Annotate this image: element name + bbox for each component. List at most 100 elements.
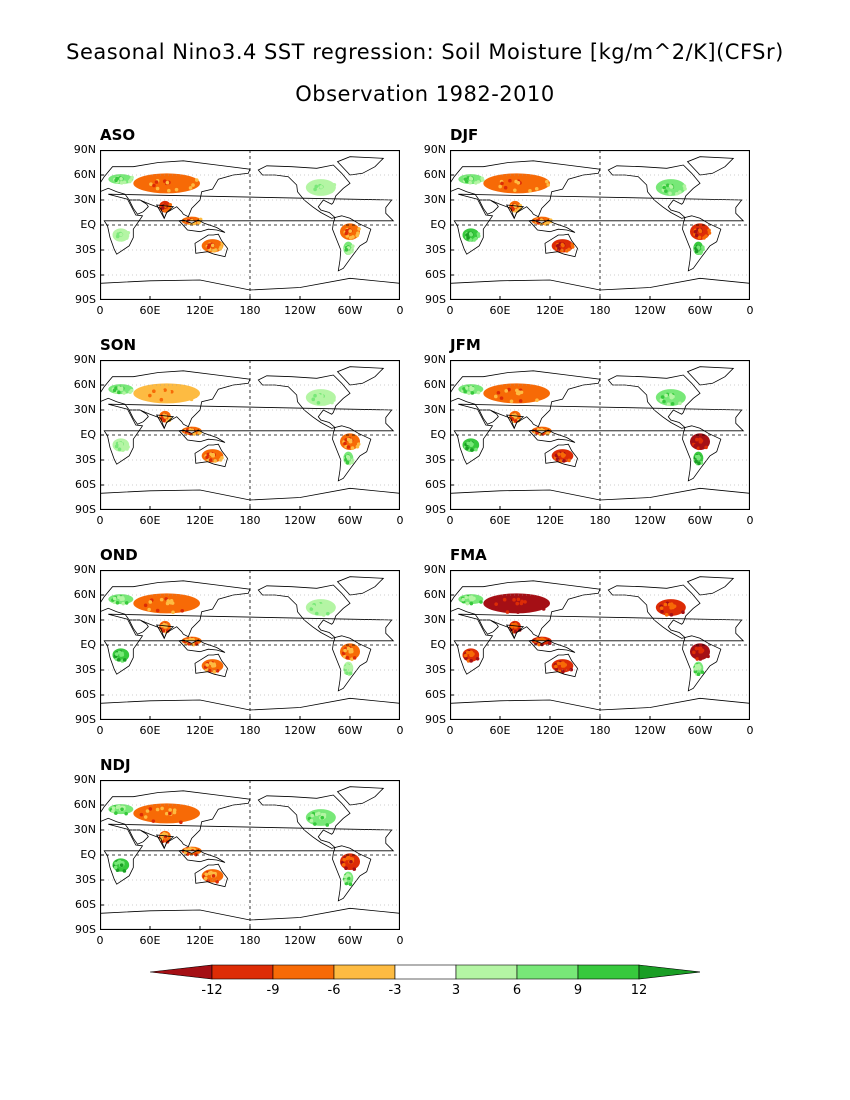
y-tick-label: 30S: [75, 243, 96, 256]
coastline-australia: [544, 233, 578, 258]
y-tick-label: EQ: [430, 428, 446, 441]
x-tick-label: 0: [96, 304, 104, 317]
colorbar-segment: [394, 964, 457, 980]
colorbar-label: -9: [266, 983, 280, 998]
coastline-africa: [103, 613, 395, 675]
coastline-india: [505, 414, 525, 430]
coastline-india: [155, 834, 175, 850]
x-tick-label: 120E: [186, 304, 214, 317]
coastline-greenland: [336, 786, 385, 806]
coastline-namerica: [257, 584, 351, 639]
coastline-samerica: [682, 425, 722, 482]
x-tick-label: 180: [239, 934, 261, 947]
x-tick-label: 60E: [139, 304, 161, 317]
x-tick-label: 120E: [536, 514, 564, 527]
coastline-samerica: [332, 215, 372, 272]
x-tick-label: 0: [446, 304, 454, 317]
coastline-arabia: [478, 619, 499, 635]
coastline-arabia: [478, 409, 499, 425]
anomaly-sahel: [100, 840, 128, 850]
x-tick-label: 60W: [337, 934, 363, 947]
y-tick-label: 90N: [73, 773, 96, 786]
colorbar-segment: [272, 964, 335, 980]
anomaly-sahel: [100, 630, 128, 640]
x-tick-label: 120E: [186, 514, 214, 527]
world-map: [100, 150, 400, 300]
colorbar-label: 6: [512, 983, 522, 998]
y-tick-label: 60N: [423, 588, 446, 601]
y-tick-label: EQ: [430, 218, 446, 231]
y-tick-label: EQ: [80, 218, 96, 231]
x-tick-label: 120E: [536, 724, 564, 737]
anomaly-sahel: [450, 420, 478, 430]
anomaly-sahel: [100, 210, 128, 220]
y-tick-label: 60N: [73, 168, 96, 181]
x-tick-label: 60E: [489, 514, 511, 527]
season-label: FMA: [450, 546, 487, 564]
x-tick-label: 180: [239, 304, 261, 317]
map-panel-fma: [450, 570, 750, 720]
y-tick-label: 60S: [75, 268, 96, 281]
x-tick-label: 0: [746, 304, 754, 317]
y-tick-label: EQ: [80, 638, 96, 651]
coastline-australia: [194, 653, 228, 678]
colorbar-segment: [638, 964, 700, 980]
anomaly-sahel: [450, 630, 478, 640]
y-tick-label: 30S: [425, 663, 446, 676]
coastline-namerica: [257, 794, 351, 849]
y-tick-label: 90S: [425, 713, 446, 726]
x-tick-label: 0: [396, 514, 404, 527]
world-map: [450, 570, 750, 720]
colorbar-label: -6: [327, 983, 341, 998]
y-tick-label: 90S: [425, 293, 446, 306]
x-tick-label: 60W: [687, 304, 713, 317]
colorbar-segment: [211, 964, 274, 980]
anomaly-sahel: [450, 210, 478, 220]
coastline-greenland: [686, 576, 735, 596]
y-tick-label: 30N: [423, 193, 446, 206]
x-tick-label: 180: [589, 304, 611, 317]
y-tick-label: 30S: [75, 663, 96, 676]
coastline-namerica: [607, 584, 701, 639]
map-panel-ond: [100, 570, 400, 720]
coastline-greenland: [336, 576, 385, 596]
x-tick-label: 0: [446, 724, 454, 737]
season-label: JFM: [450, 336, 481, 354]
y-tick-label: EQ: [80, 428, 96, 441]
coastline-australia: [194, 443, 228, 468]
coastline-se_asia: [528, 639, 576, 653]
coastline-namerica: [257, 374, 351, 429]
coastline-samerica: [332, 845, 372, 902]
coastline-samerica: [682, 215, 722, 272]
colorbar-segment: [150, 964, 213, 980]
map-panel-aso: [100, 150, 400, 300]
x-tick-label: 180: [589, 514, 611, 527]
x-tick-label: 120W: [284, 934, 316, 947]
colorbar-segment: [333, 964, 396, 980]
coastline-greenland: [336, 156, 385, 176]
x-tick-label: 120W: [634, 724, 666, 737]
y-tick-label: 90S: [75, 293, 96, 306]
x-tick-label: 120W: [284, 304, 316, 317]
coastline-se_asia: [178, 219, 226, 233]
coastline-africa: [103, 823, 395, 885]
x-tick-label: 60E: [489, 724, 511, 737]
y-tick-label: 30N: [423, 613, 446, 626]
y-tick-label: 90N: [423, 563, 446, 576]
x-tick-label: 180: [239, 514, 261, 527]
x-tick-label: 0: [396, 304, 404, 317]
coastline-africa: [453, 403, 745, 465]
y-tick-label: 60N: [73, 378, 96, 391]
coastline-samerica: [332, 425, 372, 482]
map-panel-ndj: [100, 780, 400, 930]
anomaly-sahel: [100, 420, 128, 430]
colorbar-label: 12: [630, 983, 648, 998]
x-tick-label: 180: [589, 724, 611, 737]
y-tick-label: 60N: [423, 378, 446, 391]
coastline-antarctica: [100, 907, 400, 930]
coastline-antarctica: [450, 277, 750, 300]
title-line1: Seasonal Nino3.4 SST regression: Soil Mo…: [66, 40, 784, 64]
y-tick-label: 60S: [425, 478, 446, 491]
colorbar-segment: [455, 964, 518, 980]
x-tick-label: 0: [446, 514, 454, 527]
